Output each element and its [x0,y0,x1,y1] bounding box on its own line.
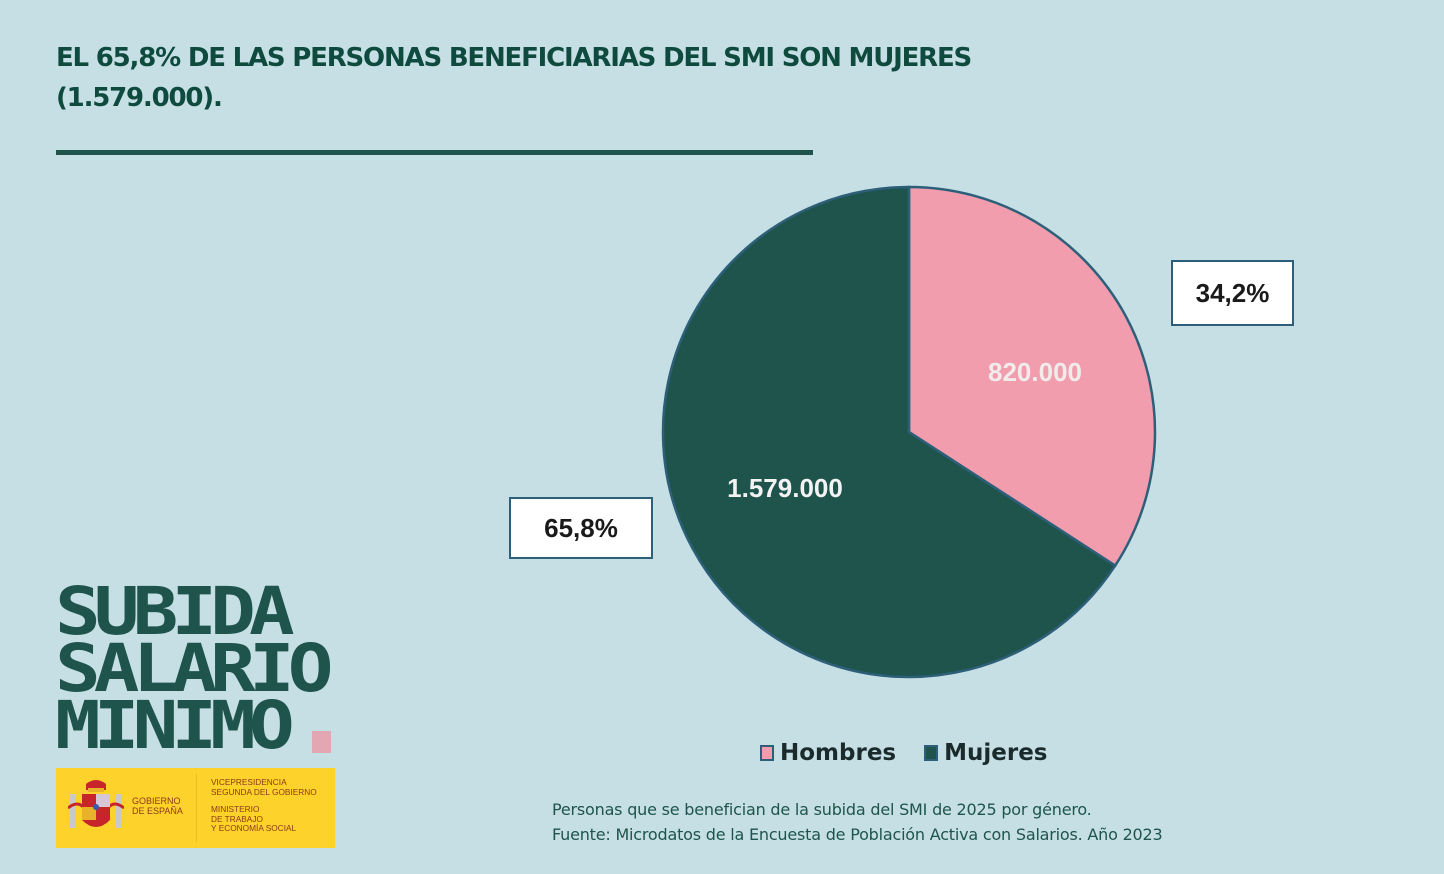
legend-item-hombres: Hombres [760,740,896,766]
chart-caption: Personas que se benefician de la subida … [552,797,1163,847]
logo-line-2: SALARIO [55,630,333,707]
logo-line-3: MINIMO [55,687,295,764]
gov-right-line-5: Y ECONOMÍA SOCIAL [211,823,297,833]
gobierno-espana-text: GOBIERNO DE ESPAÑA [132,796,183,816]
legend-item-mujeres: Mujeres [924,740,1048,766]
coat-of-arms-icon [68,780,124,828]
gobierno-espana-banner: GOBIERNO DE ESPAÑA VICEPRESIDENCIA SEGUN… [56,768,335,848]
gov-separator [196,774,197,842]
title-line-1: EL 65,8% DE LAS PERSONAS BENEFICIARIAS D… [56,43,972,73]
gov-right-line-2: SEGUNDA DEL GOBIERNO [211,786,317,797]
title-divider [56,150,813,155]
logo-line-1: SUBIDA [55,573,295,650]
gov-left-line-1: GOBIERNO [132,796,181,806]
caption-source: Fuente: Microdatos de la Encuesta de Pob… [552,825,1163,844]
gov-right-line-1: VICEPRESIDENCIA [211,777,287,787]
page-title: EL 65,8% DE LAS PERSONAS BENEFICIARIAS D… [56,38,1056,118]
slice-value-label-hombres: 820.000 [988,357,1082,387]
subida-salario-minimo-logo: SUBIDA SALARIO MINIMO [55,579,335,759]
legend-label-mujeres: Mujeres [944,740,1048,766]
legend-label-hombres: Hombres [780,740,897,766]
pie-slice-mujeres [661,185,1117,679]
logo-dot [312,731,331,753]
chart-legend: Hombres Mujeres [760,740,1048,766]
percent-label-hombres: 34,2% [1171,260,1294,326]
slice-value-label-mujeres: 1.579.000 [727,473,843,503]
title-line-2: (1.579.000). [56,83,223,113]
caption-description: Personas que se benefician de la subida … [552,800,1092,819]
gov-right-line-4: DE TRABAJO [211,813,263,824]
legend-swatch-mujeres [924,745,939,761]
gov-right-line-3: MINISTERIO [211,804,260,814]
gov-left-line-2: DE ESPAÑA [132,806,183,816]
legend-swatch-hombres [760,745,774,761]
ministerio-text: VICEPRESIDENCIA SEGUNDA DEL GOBIERNO MIN… [211,777,317,834]
percent-label-mujeres: 65,8% [509,497,653,559]
